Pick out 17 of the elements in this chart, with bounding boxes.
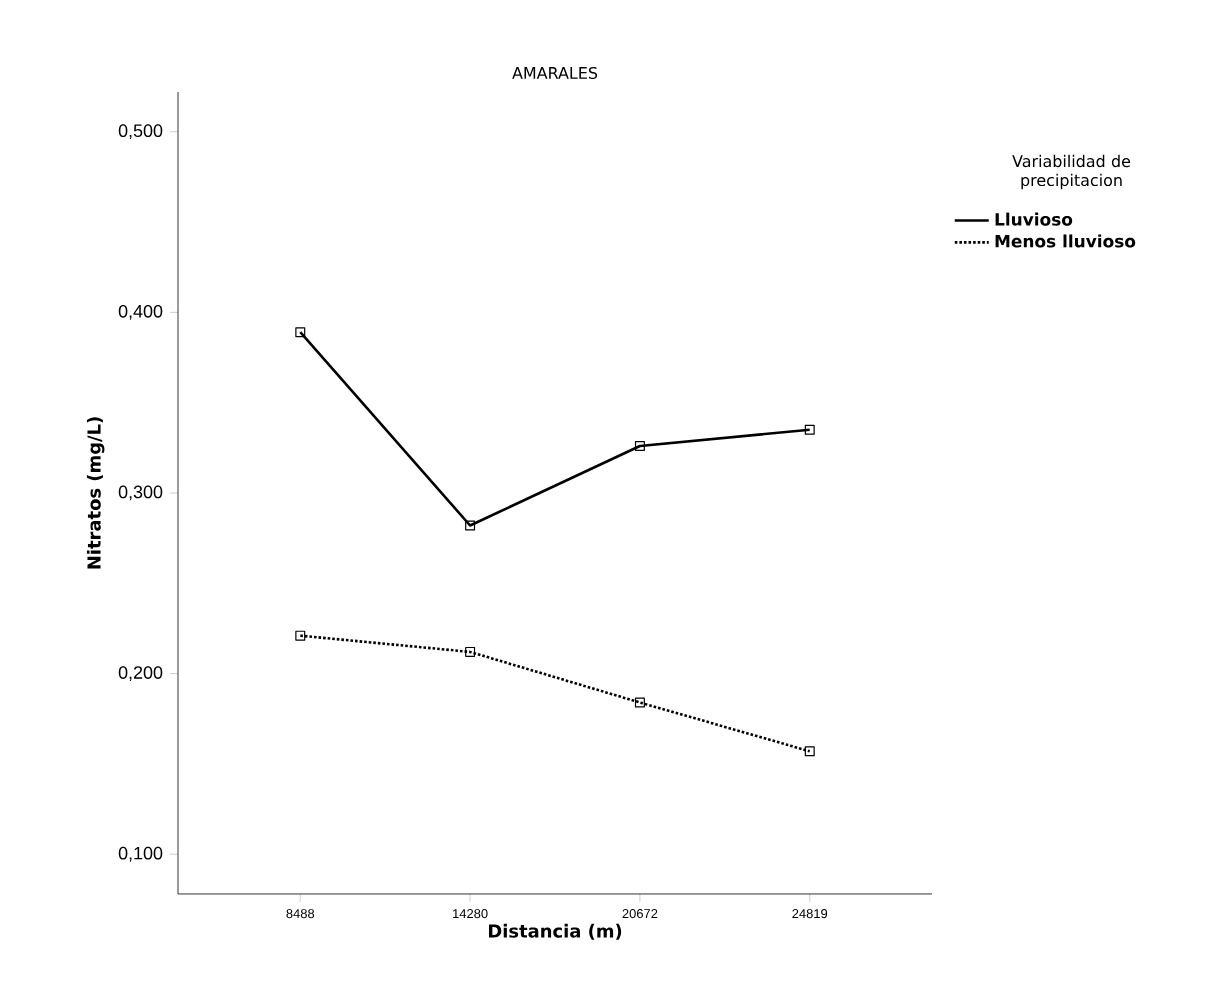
point (804, 746, 815, 757)
y-tick-label: 0,300 (118, 485, 163, 501)
y-tick-label: 0,100 (118, 846, 163, 862)
point (465, 520, 476, 531)
point (295, 327, 306, 338)
y-tick-label: 0,400 (118, 304, 163, 320)
x-axis-title: Distancia (m) (489, 923, 622, 940)
point (804, 424, 815, 435)
legend-label: Lluvioso (995, 212, 1073, 226)
y-axis-title: Nitratos (mg/L) (86, 417, 105, 569)
y-tick-label: 0,500 (118, 124, 163, 140)
point (634, 697, 645, 708)
point (465, 646, 476, 657)
point (295, 630, 306, 641)
legend-label: Menos lluvioso (995, 234, 1136, 248)
point (634, 441, 645, 452)
y-tick-label: 0,200 (118, 666, 163, 681)
